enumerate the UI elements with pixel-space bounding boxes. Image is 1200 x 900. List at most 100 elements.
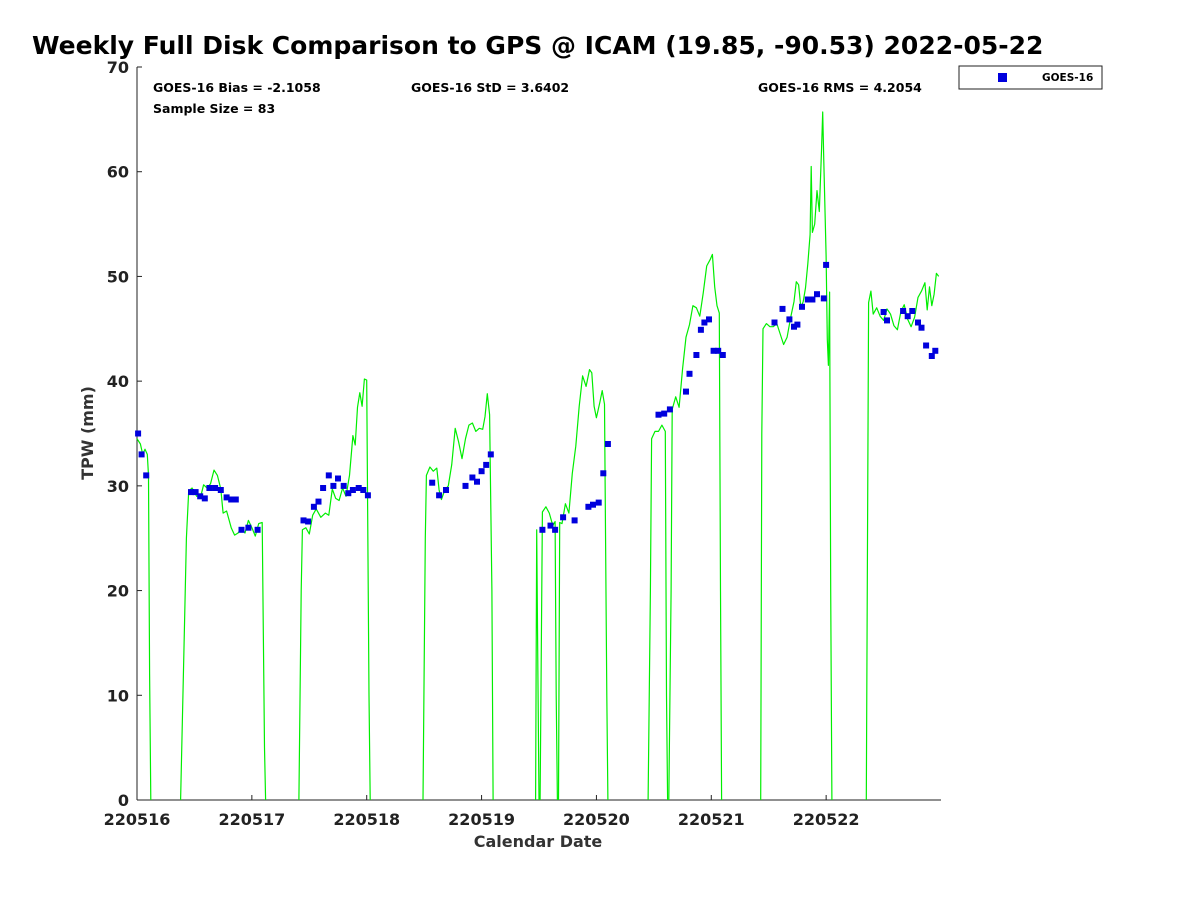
goes-16-point: [686, 370, 693, 377]
goes-16-point: [697, 326, 704, 333]
goes-16-point: [245, 524, 252, 531]
goes-16-point: [349, 487, 356, 493]
goes-16-point: [701, 319, 708, 326]
goes-16-point: [478, 468, 485, 475]
goes-16-point: [928, 353, 935, 359]
gps-line-segment: [422, 393, 494, 801]
goes-16-point: [595, 499, 602, 506]
goes-16-point: [719, 352, 726, 358]
goes-16-point: [915, 319, 921, 326]
goes-16-point: [345, 490, 352, 497]
legend-box: [958, 65, 1103, 90]
goes-16-point: [909, 308, 916, 314]
gps-line-segment: [760, 111, 833, 801]
goes-16-point: [786, 316, 793, 323]
gps-line-segment: [647, 424, 669, 801]
y-tick-label: 0: [118, 791, 129, 810]
y-tick-label: 10: [107, 686, 129, 705]
x-tick-label: 220521: [678, 810, 745, 829]
goes-16-point: [814, 291, 820, 298]
goes-16-point: [683, 388, 689, 395]
x-tick-label: 220518: [333, 810, 400, 829]
legend: GOES-16: [958, 65, 1103, 90]
goes-16-point: [932, 347, 939, 354]
goes-16-point: [360, 487, 367, 493]
stat-bias: GOES-16 Bias = -2.1058: [153, 80, 321, 95]
legend-label-goes-16: GOES-16: [1042, 72, 1093, 84]
goes-16-point: [474, 478, 480, 485]
goes-16-point: [355, 485, 362, 491]
y-tick-label: 40: [107, 372, 129, 391]
goes-16-point: [135, 430, 142, 437]
goes-16-point: [330, 482, 337, 489]
goes-16-point: [715, 347, 722, 354]
y-tick-label: 70: [107, 58, 129, 77]
legend-marker-goes-16: [998, 73, 1007, 82]
goes-16-point: [192, 489, 199, 496]
goes-16-point: [429, 479, 436, 486]
goes-16-point: [771, 319, 778, 326]
goes-16-point: [547, 522, 554, 529]
goes-16-point: [661, 410, 668, 417]
goes-16-point: [462, 482, 469, 489]
gps-line-segment: [136, 438, 152, 801]
goes-16-point: [693, 352, 700, 358]
gps-line-segment: [557, 369, 609, 801]
goes-16-point: [585, 503, 592, 510]
goes-16-point: [655, 411, 662, 418]
goes-16-point: [590, 501, 596, 508]
y-tick-label: 50: [107, 267, 129, 286]
goes-16-point: [201, 495, 208, 502]
x-tick-label: 220519: [448, 810, 515, 829]
y-ticks: 0 10 20 30 40 50 60 70: [107, 58, 142, 810]
gps-line-segment: [539, 506, 558, 801]
goes-16-point: [600, 470, 607, 477]
goes-16-point: [335, 475, 341, 482]
stat-sample-size: Sample Size = 83: [153, 101, 275, 116]
goes-16-point: [305, 518, 312, 525]
y-tick-label: 60: [107, 163, 129, 182]
goes-16-point: [300, 517, 307, 524]
x-tick-label: 220517: [218, 810, 285, 829]
goes-16-point: [340, 482, 347, 489]
goes-16-point: [804, 296, 811, 303]
y-tick-label: 30: [107, 477, 129, 496]
gps-line-segment: [865, 272, 940, 801]
goes-16-point: [436, 492, 443, 499]
goes-16-point: [820, 295, 827, 302]
goes-16-point: [217, 487, 224, 493]
goes-16-point: [791, 323, 797, 330]
gps-line-segment: [534, 529, 540, 801]
goes-16-point: [469, 474, 476, 481]
x-axis-label: Calendar Date: [474, 832, 603, 851]
x-tick-label: 220520: [563, 810, 630, 829]
goes-16-point: [212, 485, 219, 491]
gps-line-segment: [298, 378, 371, 801]
goes-16-point: [604, 441, 611, 447]
goes-16-point: [823, 261, 830, 268]
stat-rms: GOES-16 RMS = 4.2054: [758, 80, 922, 95]
goes-16-point: [483, 461, 490, 468]
goes-16-point: [560, 514, 567, 521]
goes-16-point: [238, 526, 245, 533]
goes-16-point: [320, 485, 327, 491]
goes-16-point: [799, 303, 805, 310]
goes-16-point: [138, 451, 145, 458]
goes-16-point: [254, 526, 261, 533]
goes-16-point: [188, 489, 194, 496]
goes-16-point: [666, 406, 673, 413]
y-tick-label: 20: [107, 582, 129, 601]
goes-16-point: [779, 305, 786, 312]
goes-16-point: [539, 526, 546, 533]
goes-16-point: [325, 472, 332, 479]
goes-16-point: [880, 309, 887, 315]
goes-16-point: [794, 321, 801, 328]
goes-16-point: [206, 485, 213, 491]
x-tick-label: 220522: [793, 810, 860, 829]
goes-16-point: [918, 324, 925, 331]
goes-16-point: [310, 503, 317, 510]
goes-16-point: [223, 494, 230, 501]
goes-16-point: [900, 308, 907, 314]
